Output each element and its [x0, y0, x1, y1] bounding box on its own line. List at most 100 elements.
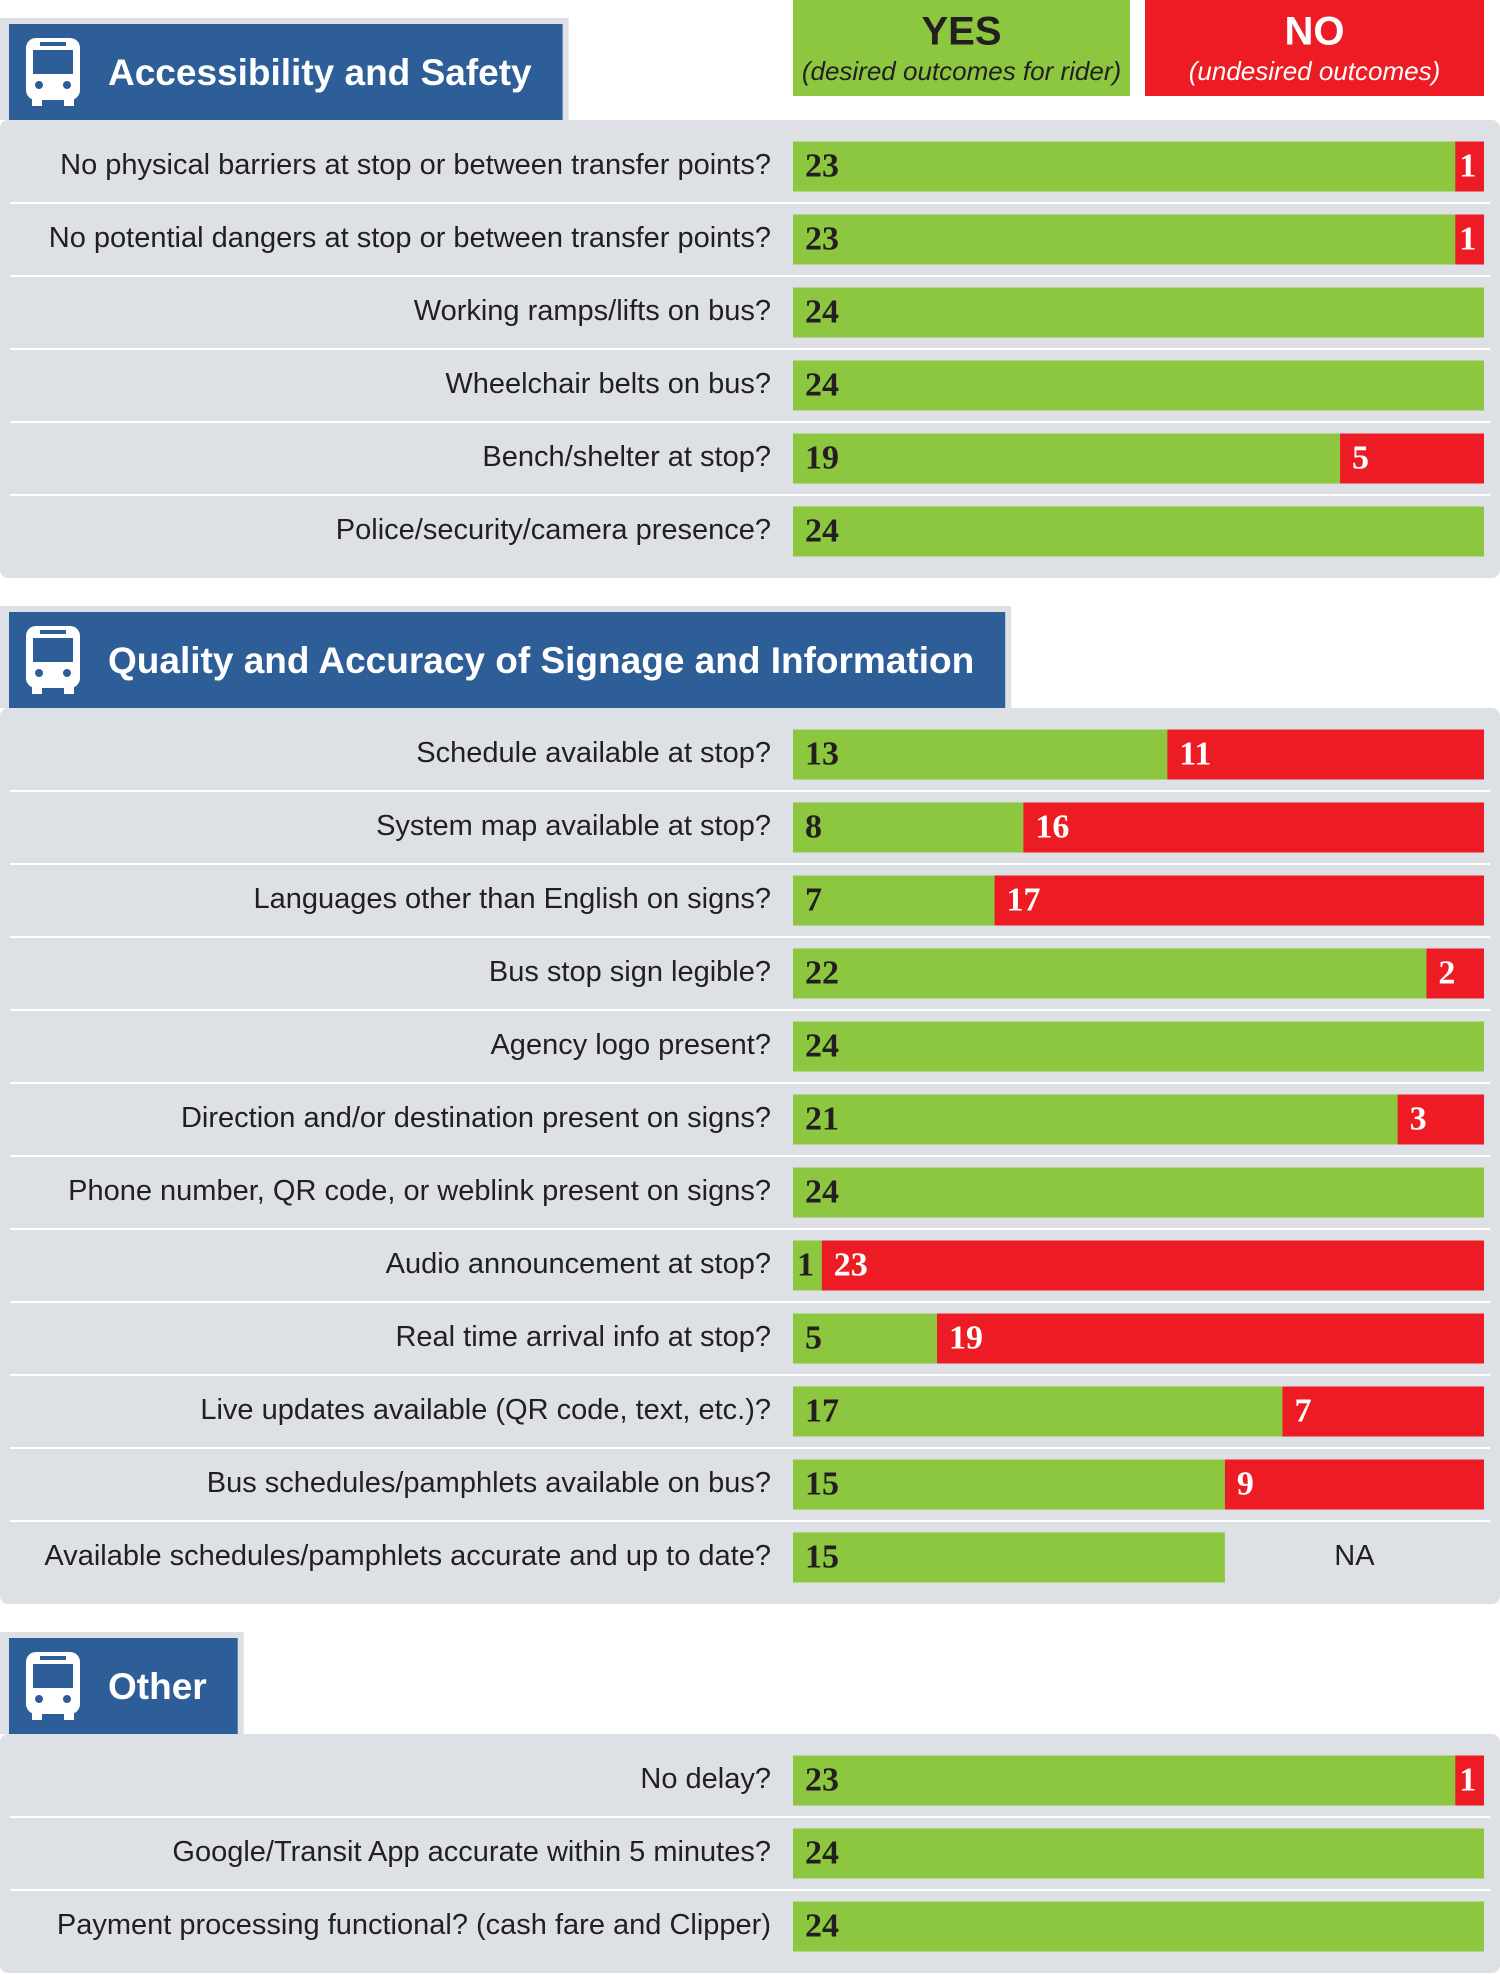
value-label: 15: [805, 1538, 839, 1575]
category-label: No potential dangers at stop or between …: [49, 222, 771, 254]
value-label: 16: [1035, 808, 1069, 845]
section-title: Accessibility and Safety: [108, 52, 532, 93]
bus-icon: [40, 1656, 66, 1660]
bus-icon: [64, 686, 74, 694]
bus-icon: [32, 1712, 42, 1720]
bar-segment: [1224, 1459, 1484, 1510]
bar-segment: [1455, 1755, 1484, 1806]
na-label: NA: [1334, 1540, 1375, 1572]
bus-icon: [35, 1695, 43, 1703]
bus-icon: [35, 81, 43, 89]
value-label: 22: [805, 954, 839, 991]
value-label: 19: [949, 1319, 983, 1356]
bar-segment: [793, 214, 1456, 265]
category-label: Direction and/or destination present on …: [181, 1102, 771, 1134]
legend-description: (desired outcomes for rider): [802, 56, 1121, 86]
category-label: Agency logo present?: [490, 1029, 771, 1061]
value-label: 24: [805, 1173, 839, 1210]
bar-segment: [793, 948, 1427, 999]
bar-segment: [994, 875, 1484, 926]
bus-icon: [40, 42, 66, 46]
bus-icon: [32, 686, 42, 694]
category-label: Audio announcement at stop?: [386, 1248, 771, 1280]
category-label: Wheelchair belts on bus?: [445, 368, 771, 400]
bar-segment: [793, 287, 1484, 338]
bus-icon: [32, 98, 42, 106]
bar-segment: [793, 506, 1484, 557]
category-label: Payment processing functional? (cash far…: [57, 1909, 771, 1941]
bar-segment: [793, 1532, 1225, 1583]
bar-segment: [793, 1021, 1484, 1072]
value-label: 7: [805, 881, 822, 918]
value-label: 23: [805, 1761, 839, 1798]
category-label: Bus stop sign legible?: [489, 956, 771, 988]
value-label: 17: [805, 1392, 839, 1429]
section-tab: [9, 24, 563, 120]
bar-segment: [793, 1167, 1484, 1218]
bar-segment: [1167, 729, 1484, 780]
value-label: 1: [1459, 220, 1476, 257]
value-label: 2: [1438, 954, 1455, 991]
bar-segment: [793, 360, 1484, 411]
category-label: Phone number, QR code, or weblink presen…: [68, 1175, 771, 1207]
category-label: System map available at stop?: [376, 810, 771, 842]
bus-icon: [33, 638, 73, 662]
value-label: 17: [1007, 881, 1041, 918]
value-label: 23: [805, 220, 839, 257]
bar-segment: [936, 1313, 1484, 1364]
category-label: Schedule available at stop?: [416, 737, 771, 769]
bar-segment: [793, 875, 995, 926]
bus-icon: [35, 669, 43, 677]
value-label: 24: [805, 1027, 839, 1064]
bar-segment: [1282, 1386, 1484, 1437]
category-label: Real time arrival info at stop?: [395, 1321, 771, 1353]
value-label: 13: [805, 735, 839, 772]
bus-icon: [64, 98, 74, 106]
section-title: Quality and Accuracy of Signage and Info…: [108, 640, 974, 681]
legend-name: YES: [921, 10, 1001, 54]
value-label: 23: [834, 1246, 868, 1283]
value-label: 1: [797, 1246, 814, 1283]
bar-segment: [793, 1240, 822, 1291]
value-label: 24: [805, 366, 839, 403]
value-label: 11: [1179, 735, 1211, 772]
category-label: Available schedules/pamphlets accurate a…: [44, 1540, 771, 1572]
bar-segment: [1455, 141, 1484, 192]
section-title: Other: [108, 1666, 207, 1707]
bar-segment: [793, 1094, 1398, 1145]
bar-segment: [793, 1386, 1283, 1437]
bus-icon: [63, 81, 71, 89]
bar-segment: [793, 1828, 1484, 1879]
value-label: 24: [805, 1907, 839, 1944]
value-label: 24: [805, 512, 839, 549]
value-label: 24: [805, 293, 839, 330]
bar-segment: [1023, 802, 1484, 853]
value-label: 1: [1459, 1761, 1476, 1798]
bar-segment: [1455, 214, 1484, 265]
value-label: 1: [1459, 147, 1476, 184]
bar-segment: [793, 1901, 1484, 1952]
bar-segment: [793, 141, 1456, 192]
bar-segment: [793, 1313, 937, 1364]
bus-icon: [64, 1712, 74, 1720]
bar-segment: [1397, 1094, 1484, 1145]
bar-segment: [793, 433, 1341, 484]
bar-segment: [821, 1240, 1484, 1291]
category-label: Working ramps/lifts on bus?: [414, 295, 771, 327]
value-label: 23: [805, 147, 839, 184]
category-label: Bus schedules/pamphlets available on bus…: [207, 1467, 771, 1499]
bus-icon: [40, 630, 66, 634]
category-label: Live updates available (QR code, text, e…: [200, 1394, 771, 1426]
value-label: 3: [1410, 1100, 1427, 1137]
legend-name: NO: [1285, 10, 1345, 54]
value-label: 7: [1294, 1392, 1311, 1429]
category-label: No delay?: [640, 1763, 771, 1795]
bar-segment: [1426, 948, 1484, 999]
value-label: 24: [805, 1834, 839, 1871]
bar-segment: [1340, 433, 1484, 484]
bar-segment: [793, 802, 1024, 853]
value-label: 5: [805, 1319, 822, 1356]
category-label: No physical barriers at stop or between …: [60, 149, 771, 181]
bus-icon: [33, 1664, 73, 1688]
